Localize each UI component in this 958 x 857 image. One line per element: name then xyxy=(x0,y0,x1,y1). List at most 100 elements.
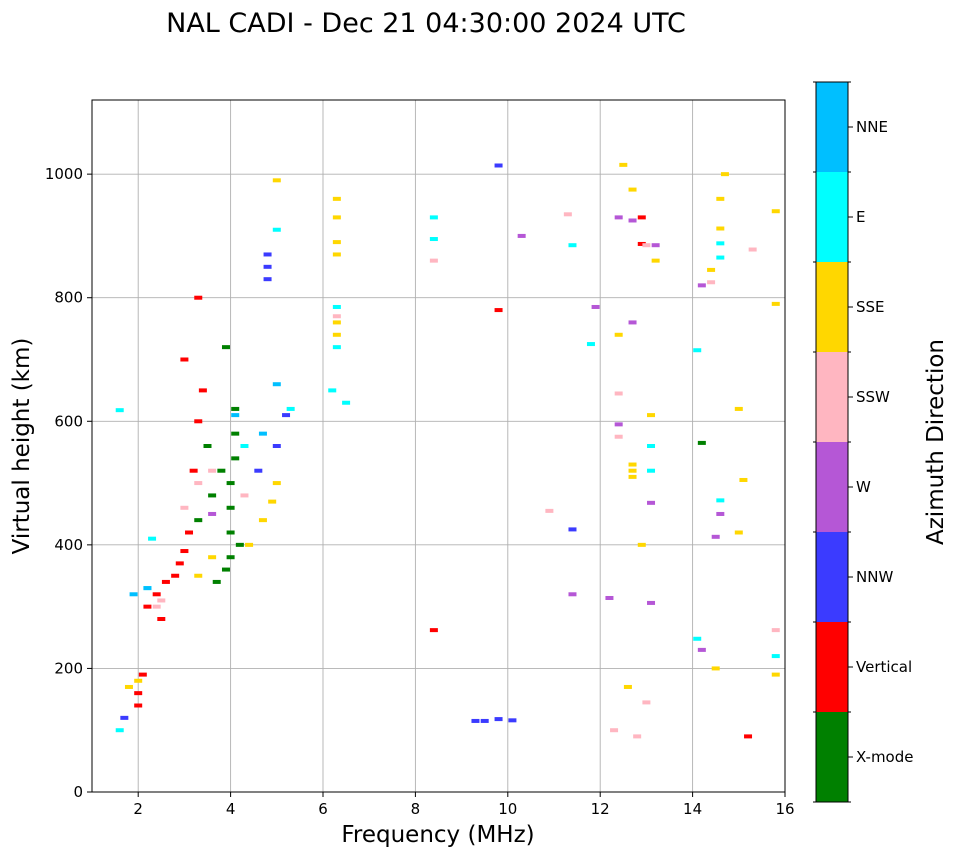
data-point xyxy=(568,243,577,248)
series-vertical xyxy=(134,215,753,739)
data-point xyxy=(282,413,291,418)
data-point xyxy=(568,527,577,532)
data-point xyxy=(720,172,729,177)
series-ssw xyxy=(152,212,780,739)
colorbar-segment xyxy=(816,262,848,352)
x-tick-label: 14 xyxy=(683,800,702,818)
data-point xyxy=(342,400,351,405)
data-point xyxy=(614,391,623,396)
data-point xyxy=(647,468,656,473)
data-points xyxy=(115,162,780,739)
data-point xyxy=(642,243,651,248)
data-point xyxy=(716,241,725,246)
data-point xyxy=(471,718,480,723)
data-point xyxy=(231,431,240,436)
data-point xyxy=(508,718,517,723)
x-tick-label: 6 xyxy=(318,800,328,818)
colorbar-label-nne: NNE xyxy=(856,118,888,136)
data-point xyxy=(231,406,240,411)
data-point xyxy=(221,345,230,350)
series-x-mode xyxy=(194,345,706,584)
data-point xyxy=(628,218,637,223)
data-point xyxy=(226,555,235,560)
data-point xyxy=(208,511,217,516)
data-point xyxy=(693,636,702,641)
data-point xyxy=(171,573,180,578)
data-point xyxy=(586,342,595,347)
y-tick-label: 400 xyxy=(54,536,83,554)
data-point xyxy=(480,718,489,723)
y-tick-label: 0 xyxy=(73,783,83,801)
data-point xyxy=(716,196,725,201)
x-tick-label: 16 xyxy=(775,800,794,818)
data-point xyxy=(286,406,295,411)
data-point xyxy=(231,413,240,418)
data-point xyxy=(619,162,628,167)
data-point xyxy=(568,592,577,597)
data-point xyxy=(208,493,217,498)
data-point xyxy=(143,604,152,609)
data-point xyxy=(115,728,124,733)
data-point xyxy=(494,308,503,313)
data-point xyxy=(748,247,757,252)
data-point xyxy=(328,388,337,393)
data-point xyxy=(771,628,780,633)
data-point xyxy=(605,595,614,600)
data-point xyxy=(563,212,572,217)
data-point xyxy=(332,196,341,201)
data-point xyxy=(711,666,720,671)
data-point xyxy=(254,468,263,473)
data-point xyxy=(138,672,147,677)
data-point xyxy=(744,734,753,739)
data-point xyxy=(545,508,554,513)
data-point xyxy=(771,654,780,659)
data-point xyxy=(263,277,272,282)
data-point xyxy=(194,573,203,578)
data-point xyxy=(332,252,341,257)
data-point xyxy=(272,227,281,232)
data-point xyxy=(129,592,138,597)
data-point xyxy=(637,542,646,547)
colorbar-label-nnw: NNW xyxy=(856,568,893,586)
data-point xyxy=(124,684,133,689)
x-axis-label: Frequency (MHz) xyxy=(341,822,534,848)
x-tick-label: 2 xyxy=(133,800,143,818)
y-tick-label: 600 xyxy=(54,412,83,430)
data-point xyxy=(633,734,642,739)
data-point xyxy=(647,600,656,605)
data-point xyxy=(614,215,623,220)
data-point xyxy=(272,444,281,448)
data-point xyxy=(332,320,341,325)
data-point xyxy=(235,542,244,547)
data-point xyxy=(707,267,716,272)
data-point xyxy=(693,348,702,353)
colorbar-label-e: E xyxy=(856,208,865,226)
data-point xyxy=(332,345,341,350)
data-point xyxy=(517,233,526,238)
x-tick-label: 12 xyxy=(591,800,610,818)
data-point xyxy=(716,226,725,231)
data-point xyxy=(734,530,743,535)
data-point xyxy=(272,382,281,387)
data-point xyxy=(134,703,143,708)
data-point xyxy=(161,579,170,584)
data-point xyxy=(180,505,189,510)
data-point xyxy=(332,304,341,309)
data-point xyxy=(628,462,637,467)
data-point xyxy=(494,717,503,722)
data-point xyxy=(157,617,166,621)
data-point xyxy=(628,187,637,192)
data-point xyxy=(268,499,277,504)
data-point xyxy=(651,243,660,248)
data-point xyxy=(429,628,438,633)
data-point xyxy=(152,604,161,609)
data-point xyxy=(637,215,646,220)
data-point xyxy=(591,304,600,309)
series-w xyxy=(208,215,725,652)
grid xyxy=(92,100,786,792)
data-point xyxy=(429,237,438,242)
data-point xyxy=(610,728,619,733)
colorbar-segment xyxy=(816,712,848,802)
data-point xyxy=(143,586,152,591)
data-point xyxy=(637,241,646,246)
